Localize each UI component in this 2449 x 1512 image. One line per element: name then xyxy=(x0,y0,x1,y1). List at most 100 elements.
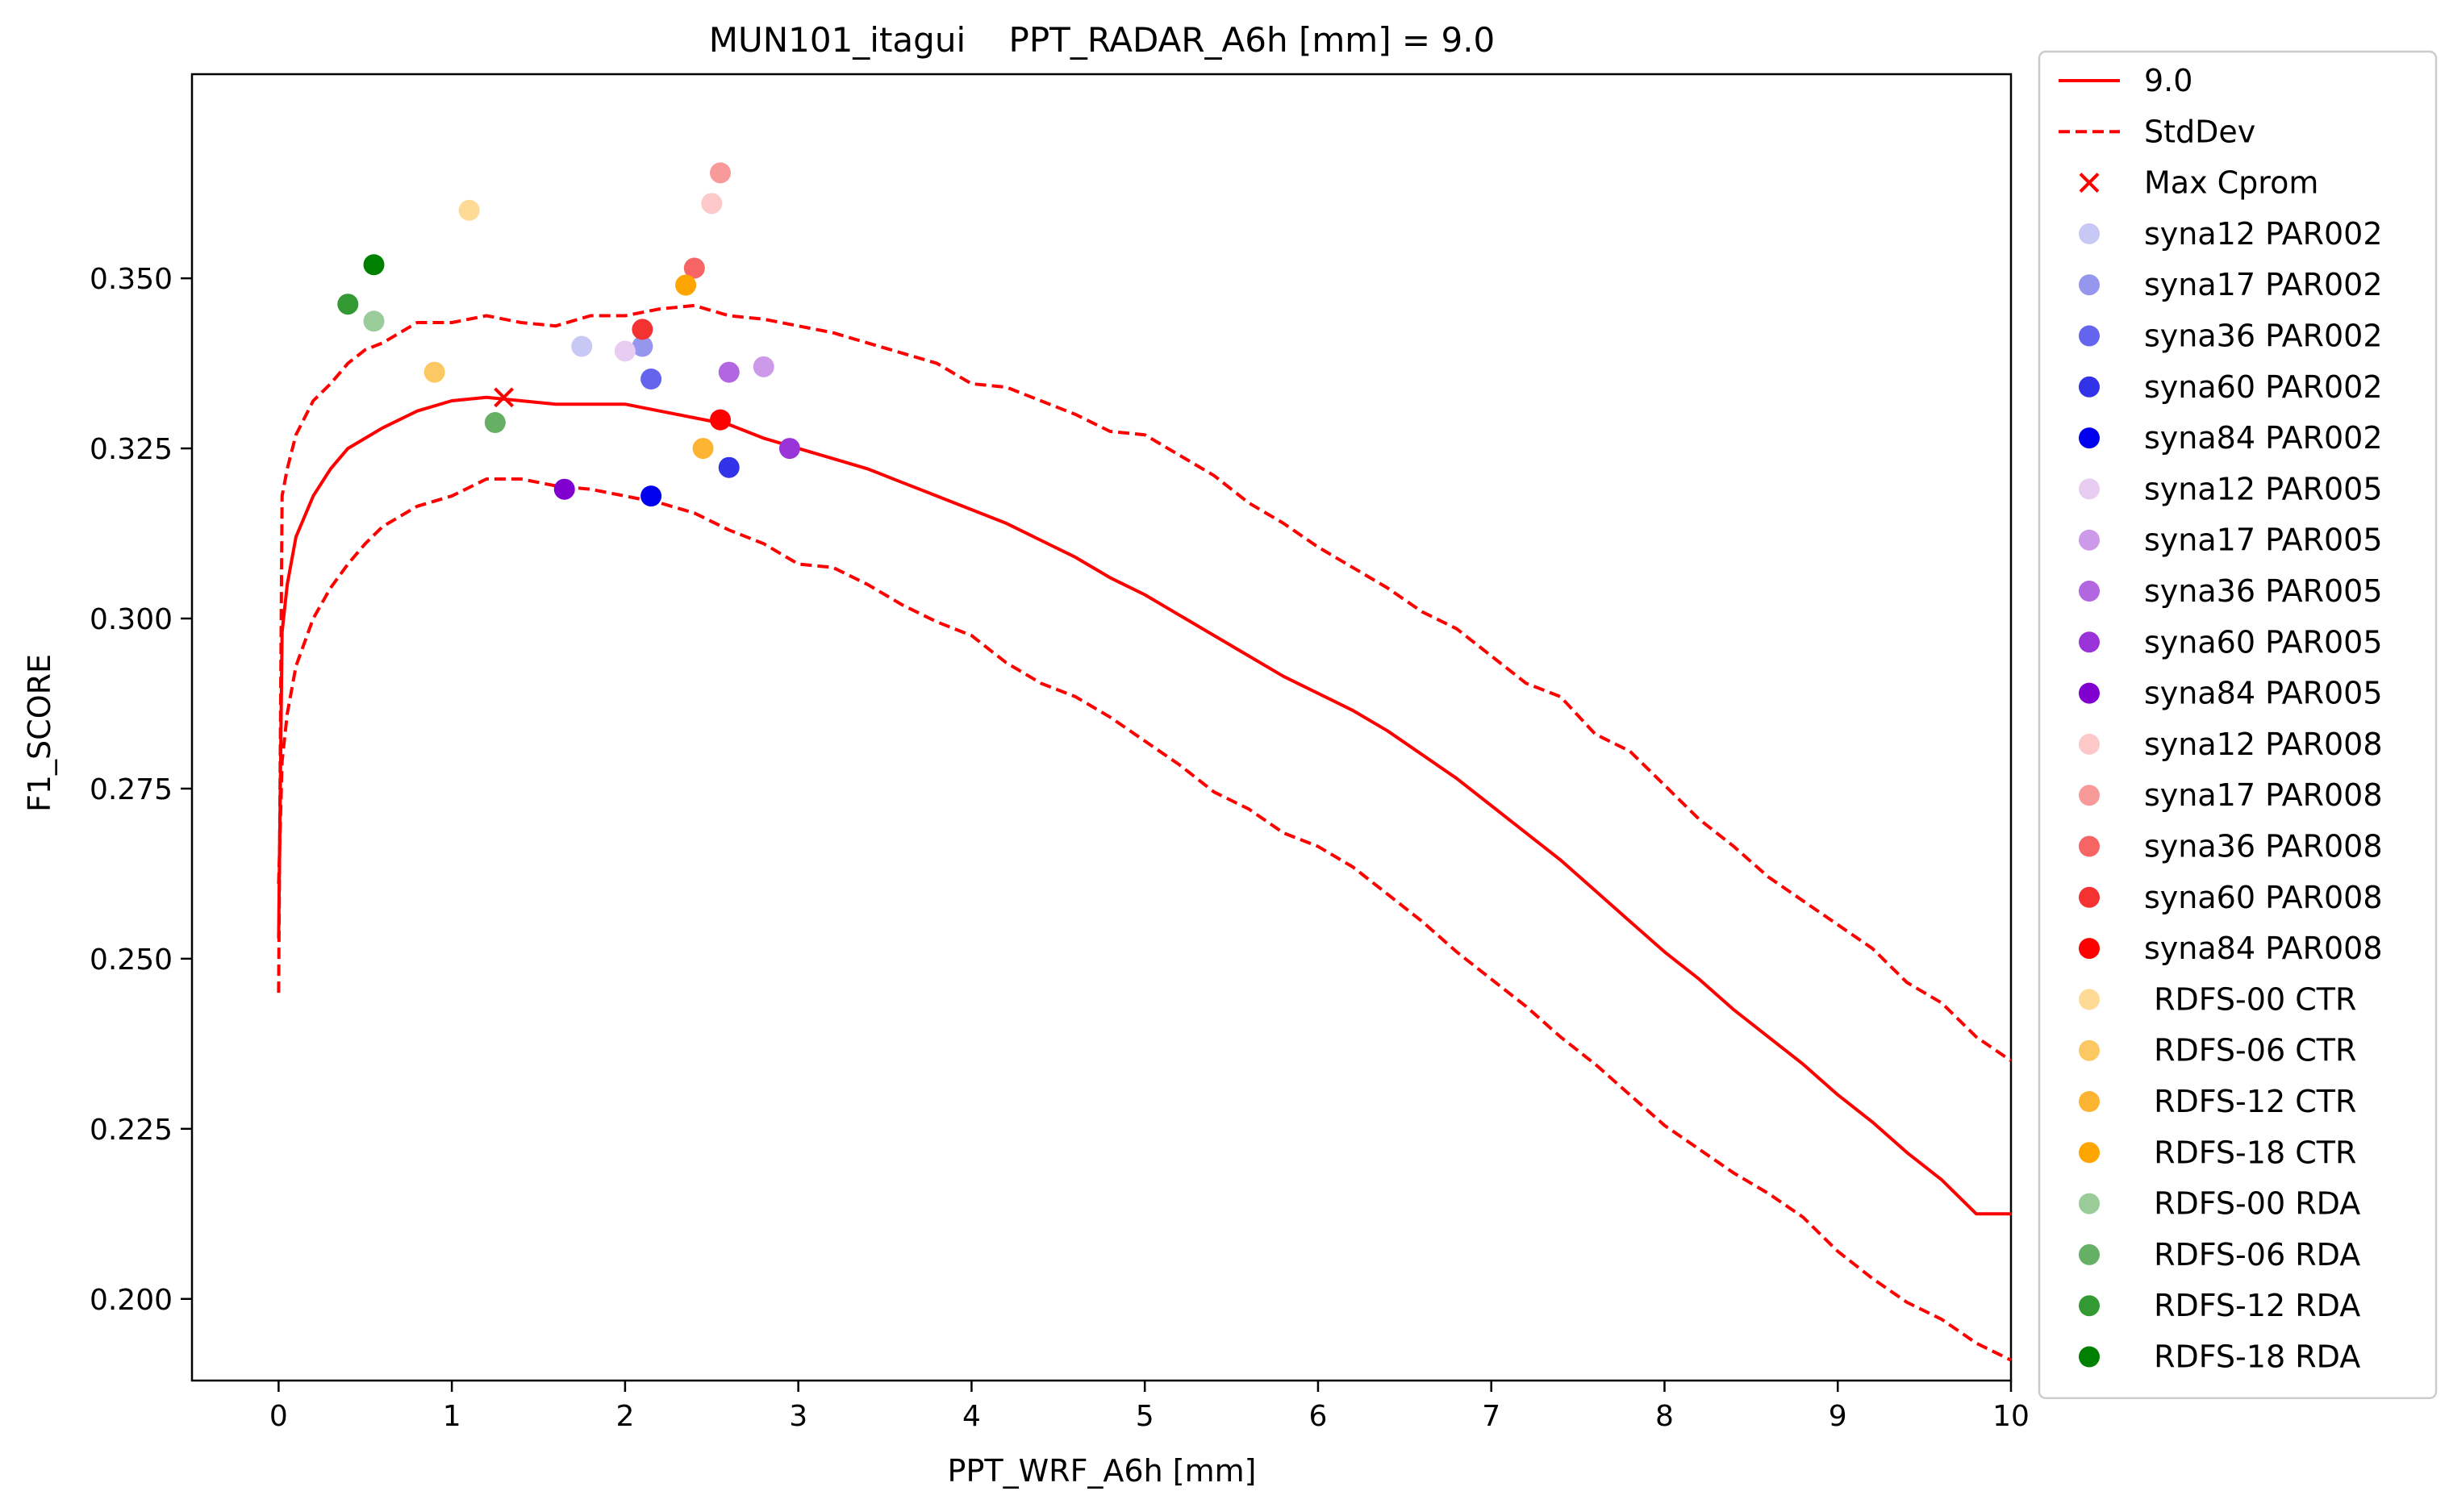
legend-item: syna12 PAR008 xyxy=(2079,727,2383,762)
legend-item: syna12 PAR002 xyxy=(2079,216,2383,252)
x-tick-label: 6 xyxy=(1308,1400,1327,1433)
legend-item: syna60 PAR002 xyxy=(2079,369,2383,405)
point-rdfs-18-ctr xyxy=(675,274,697,296)
point-syna17-par008 xyxy=(710,162,732,184)
legend-swatch-dot xyxy=(2079,785,2100,806)
legend-swatch-dot xyxy=(2079,529,2100,551)
point-syna12-par002 xyxy=(571,335,593,357)
point-rdfs-18-rda xyxy=(363,254,385,276)
legend-label: syna17 PAR005 xyxy=(2144,523,2383,558)
legend-item: RDFS-12 CTR xyxy=(2079,1084,2356,1119)
point-rdfs-06-ctr xyxy=(423,361,445,383)
y-tick-label: 0.250 xyxy=(90,943,173,977)
legend-label: RDFS-00 RDA xyxy=(2144,1186,2360,1222)
legend-swatch-dot xyxy=(2079,938,2100,960)
point-syna17-par005 xyxy=(753,356,774,377)
legend-swatch-dot xyxy=(2079,427,2100,449)
legend-swatch-dot xyxy=(2079,1039,2100,1061)
legend-swatch-dot xyxy=(2079,682,2100,704)
series-line-stddev xyxy=(277,303,2011,1063)
y-tick-label: 0.275 xyxy=(90,773,173,806)
x-axis-label: PPT_WRF_A6h [mm] xyxy=(948,1453,1257,1489)
x-tick-label: 0 xyxy=(269,1400,288,1433)
legend-item: RDFS-00 CTR xyxy=(2079,981,2356,1017)
legend-item: StdDev xyxy=(2059,114,2255,149)
legend-label: syna17 PAR008 xyxy=(2144,777,2383,813)
legend-swatch-dot xyxy=(2079,1243,2100,1265)
y-tick-label: 0.225 xyxy=(90,1114,173,1147)
legend: 9.0 StdDev Max Cprom syna12 PAR002 syna17 PA… xyxy=(2038,50,2438,1400)
legend-label: syna36 PAR005 xyxy=(2144,573,2383,609)
legend-label: syna60 PAR005 xyxy=(2144,624,2383,660)
plot-frame xyxy=(190,73,2013,1382)
legend-item: RDFS-12 RDA xyxy=(2079,1288,2360,1323)
legend-box xyxy=(2038,50,2438,1400)
x-tick-label: 5 xyxy=(1136,1400,1154,1433)
legend-swatch-dot xyxy=(2079,1193,2100,1214)
legend-swatch-dot xyxy=(2079,886,2100,908)
x-tick-label: 4 xyxy=(962,1400,981,1433)
legend-swatch-dot xyxy=(2079,325,2100,347)
point-rdfs-00-rda xyxy=(363,310,385,332)
point-syna12-par005 xyxy=(614,340,636,362)
legend-label: syna12 PAR002 xyxy=(2144,216,2383,252)
legend-swatch-dot xyxy=(2079,274,2100,296)
legend-label: RDFS-18 CTR xyxy=(2144,1135,2356,1170)
legend-swatch-dot xyxy=(2079,733,2100,755)
legend-swatch-dot xyxy=(2079,835,2100,857)
point-syna84-par002 xyxy=(640,485,662,507)
legend-label: 9.0 xyxy=(2144,63,2192,98)
x-tick-label: 8 xyxy=(1655,1400,1674,1433)
legend-item: RDFS-06 RDA xyxy=(2079,1237,2360,1272)
point-rdfs-12-ctr xyxy=(692,438,714,460)
legend-item: syna36 PAR005 xyxy=(2079,573,2383,609)
legend-item: syna17 PAR005 xyxy=(2079,523,2383,558)
legend-item: syna84 PAR005 xyxy=(2079,676,2383,711)
legend-swatch-dot xyxy=(2079,631,2100,653)
legend-label: Max Cprom xyxy=(2144,165,2318,201)
series-line-stddev-lower xyxy=(277,477,2011,1362)
legend-item: syna12 PAR005 xyxy=(2079,471,2383,506)
point-syna60-par002 xyxy=(718,456,740,478)
legend-label: syna60 PAR008 xyxy=(2144,880,2383,915)
legend-label: RDFS-18 RDA xyxy=(2144,1339,2360,1375)
point-syna36-par005 xyxy=(718,361,740,383)
legend-item: RDFS-00 RDA xyxy=(2079,1186,2360,1222)
y-tick-label: 0.325 xyxy=(90,433,173,466)
legend-label: syna84 PAR005 xyxy=(2144,676,2383,711)
plot-area: 0 1 2 3 4 5 6 7 8 9 10 0.200 0.225 0.250 0.275 0.300 0.3… xyxy=(90,73,2030,1433)
legend-item: syna36 PAR002 xyxy=(2079,319,2383,354)
legend-swatch-dot xyxy=(2079,581,2100,602)
legend-label: RDFS-12 RDA xyxy=(2144,1288,2360,1323)
legend-label: syna60 PAR002 xyxy=(2144,369,2383,405)
legend-label: syna36 PAR002 xyxy=(2144,319,2383,354)
series-group xyxy=(277,303,2011,1362)
legend-label: RDFS-06 CTR xyxy=(2144,1033,2356,1068)
point-syna36-par008 xyxy=(683,257,705,279)
x-tick-label: 3 xyxy=(789,1400,807,1433)
legend-item: syna84 PAR002 xyxy=(2079,420,2383,456)
legend-item: syna17 PAR002 xyxy=(2079,267,2383,302)
legend-swatch-dot xyxy=(2079,223,2100,244)
point-syna17-par002 xyxy=(632,335,653,357)
point-rdfs-12-rda xyxy=(337,294,359,315)
legend-label: syna84 PAR002 xyxy=(2144,420,2383,456)
legend-swatch-dot xyxy=(2079,1091,2100,1112)
point-syna60-par008 xyxy=(632,319,653,340)
point-syna84-par008 xyxy=(710,409,732,431)
legend-item: 9.0 xyxy=(2059,63,2192,98)
point-syna36-par002 xyxy=(640,369,662,389)
x-tick-label: 9 xyxy=(1829,1400,1847,1433)
legend-item: syna84 PAR008 xyxy=(2079,931,2383,966)
legend-item: syna17 PAR008 xyxy=(2079,777,2383,813)
x-tick-label: 10 xyxy=(1992,1400,2030,1433)
legend-swatch-dot xyxy=(2079,1295,2100,1317)
legend-swatch-dot xyxy=(2079,376,2100,398)
max-cprom-marker xyxy=(494,387,514,408)
legend-item: RDFS-06 CTR xyxy=(2079,1033,2356,1068)
legend-item: RDFS-18 CTR xyxy=(2079,1135,2356,1170)
legend-label: syna17 PAR002 xyxy=(2144,267,2383,302)
legend-item: syna60 PAR008 xyxy=(2079,880,2383,915)
legend-swatch-dot xyxy=(2079,1346,2100,1368)
